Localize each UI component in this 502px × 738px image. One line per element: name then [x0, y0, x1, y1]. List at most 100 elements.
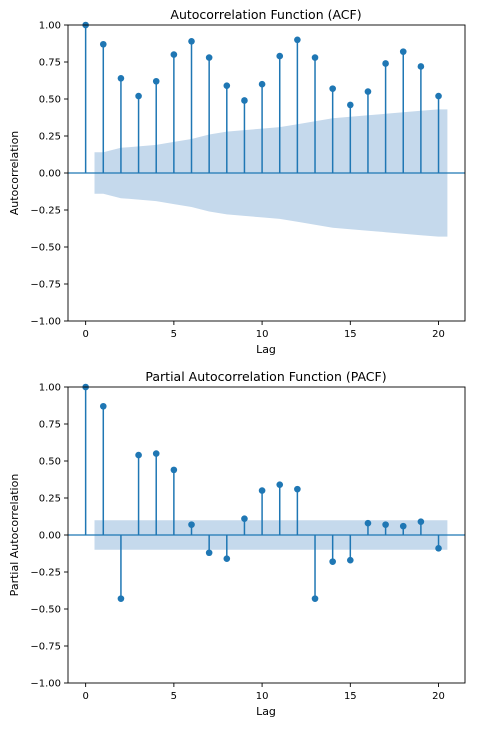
y-tick-label: −0.50: [30, 243, 61, 254]
y-tick-label: 0.75: [39, 58, 61, 69]
pacf-lag-7: [205, 535, 213, 557]
pacf-y-ticks-layer: −1.00 −0.75 −0.50 −0.25 0.00 0.25 0.50 0.75 1.00: [30, 383, 68, 690]
stem-marker: [258, 80, 266, 88]
x-tick-label: 5: [171, 329, 177, 340]
stem-marker: [205, 54, 213, 61]
pacf-lag-8: [223, 535, 231, 562]
pacf-lag-18: [399, 522, 407, 535]
y-tick-label: 0.00: [39, 531, 61, 542]
pacf-lag-10: [258, 487, 266, 535]
stem-marker: [205, 549, 213, 557]
acf-y-tick: −0.25: [30, 206, 68, 217]
acf-y-tick: −1.00: [30, 317, 68, 328]
acf-lag-5: [170, 51, 178, 173]
acf-x-tick: 5: [171, 321, 177, 340]
stem-marker: [258, 487, 266, 494]
x-tick-label: 0: [82, 691, 88, 702]
pacf-lag-14: [329, 535, 336, 565]
pacf-y-tick: 0.25: [39, 494, 68, 505]
stem-marker: [170, 51, 178, 58]
pacf-lag-2: [117, 535, 125, 602]
stem-marker: [276, 52, 284, 60]
pacf-lag-0: [82, 383, 89, 535]
stem-marker: [117, 74, 125, 82]
x-tick-label: 15: [344, 691, 357, 702]
pacf-lag-13: [311, 535, 319, 602]
y-tick-label: 0.00: [39, 169, 61, 180]
y-tick-label: 0.75: [39, 420, 61, 431]
pacf-x-tick: 20: [432, 683, 445, 702]
stem-marker: [188, 37, 195, 45]
stem-marker: [135, 451, 142, 459]
pacf-y-tick: −1.00: [30, 679, 68, 690]
y-tick-label: 0.50: [39, 95, 61, 106]
stem-marker: [382, 60, 389, 67]
stem-marker: [364, 519, 372, 527]
y-tick-label: 1.00: [39, 383, 61, 394]
x-tick-label: 15: [344, 329, 357, 340]
acf-lag-1: [99, 40, 107, 173]
pacf-lag-9: [241, 515, 248, 535]
y-tick-label: 0.50: [39, 457, 61, 468]
pacf-lag-1: [99, 402, 107, 535]
stem-marker: [382, 521, 389, 528]
acf-lag-7: [205, 54, 213, 173]
stem-marker: [435, 92, 442, 100]
pacf-lag-12: [294, 485, 301, 535]
acf-ylabel: Autocorrelation: [8, 131, 21, 216]
y-tick-label: −1.00: [30, 679, 61, 690]
pacf-y-tick: 0.50: [39, 457, 68, 468]
x-tick-label: 20: [432, 329, 445, 340]
pacf-lag-5: [170, 466, 178, 535]
pacf-y-tick: −0.25: [30, 568, 68, 579]
acf-lag-18: [399, 48, 407, 173]
acf-x-tick: 10: [256, 321, 268, 340]
stem-marker: [170, 466, 178, 474]
pacf-x-tick: 0: [82, 683, 89, 702]
x-tick-label: 20: [432, 691, 445, 702]
acf-lag-10: [258, 80, 266, 173]
stem-marker: [347, 556, 354, 564]
acf-y-tick: −0.50: [30, 243, 68, 254]
stem-marker: [329, 85, 336, 92]
acf-x-ticks-layer: 0 5 10 15 20: [82, 321, 445, 340]
stem-marker: [99, 402, 107, 410]
acf-y-tick: 1.00: [39, 21, 68, 32]
pacf-x-tick: 5: [171, 683, 177, 702]
y-tick-label: 1.00: [39, 21, 61, 32]
x-tick-label: 0: [82, 329, 88, 340]
acf-lag-11: [276, 52, 284, 173]
pacf-y-tick: 1.00: [39, 383, 68, 394]
pacf-stems-layer: [82, 383, 442, 602]
pacf-x-tick: 15: [344, 683, 357, 702]
y-tick-label: −0.75: [30, 280, 61, 291]
stem-marker: [223, 555, 231, 562]
acf-lag-0: [82, 21, 89, 173]
stem-marker: [276, 481, 284, 488]
acf-y-tick: 0.50: [39, 95, 68, 106]
pacf-lag-6: [188, 521, 195, 535]
y-tick-label: −0.25: [30, 206, 61, 217]
pacf-title: Partial Autocorrelation Function (PACF): [145, 369, 386, 384]
y-tick-label: 0.25: [39, 494, 61, 505]
y-tick-label: −1.00: [30, 317, 61, 328]
acf-chart: Autocorrelation Function (ACF) Autocorre…: [8, 7, 466, 356]
acf-lag-9: [241, 97, 248, 173]
stem-marker: [99, 40, 107, 48]
stem-marker: [399, 522, 407, 530]
acf-y-tick: 0.25: [39, 132, 68, 143]
y-tick-label: −0.50: [30, 605, 61, 616]
acf-xlabel: Lag: [256, 343, 276, 356]
pacf-lag-3: [135, 451, 142, 535]
acf-lag-6: [188, 37, 195, 173]
acf-y-tick: 0.75: [39, 58, 68, 69]
acf-lag-4: [152, 77, 160, 173]
y-tick-label: 0.25: [39, 132, 61, 143]
stem-marker: [152, 450, 160, 457]
pacf-lag-16: [364, 519, 372, 535]
stem-marker: [241, 97, 248, 104]
pacf-chart: Partial Autocorrelation Function (PACF) …: [8, 369, 466, 718]
stem-marker: [152, 77, 160, 85]
acf-lag-16: [364, 88, 372, 173]
